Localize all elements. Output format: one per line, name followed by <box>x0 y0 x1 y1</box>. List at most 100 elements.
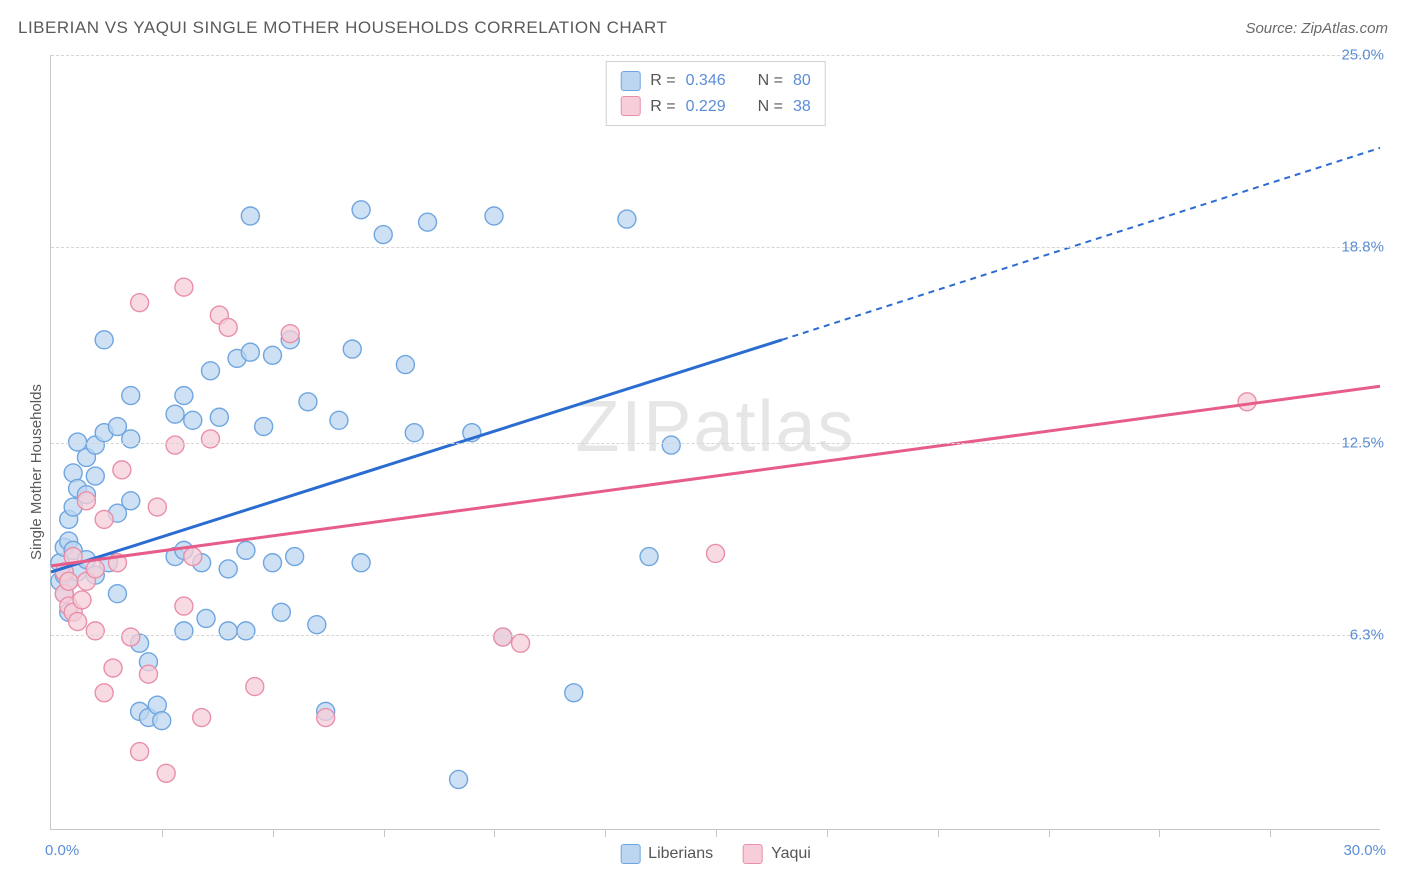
x-tick <box>1270 829 1271 837</box>
data-point <box>219 318 237 336</box>
data-point <box>662 436 680 454</box>
data-point <box>113 461 131 479</box>
data-point <box>272 603 290 621</box>
legend-item-yaqui: Yaqui <box>743 844 811 864</box>
data-point <box>237 541 255 559</box>
data-point <box>122 387 140 405</box>
trend-line <box>51 340 782 572</box>
chart-title: LIBERIAN VS YAQUI SINGLE MOTHER HOUSEHOL… <box>18 18 667 38</box>
data-point <box>286 548 304 566</box>
data-point <box>281 325 299 343</box>
data-point <box>352 554 370 572</box>
legend-series: Liberians Yaqui <box>620 844 811 864</box>
data-point <box>1238 393 1256 411</box>
data-point <box>299 393 317 411</box>
data-point <box>175 387 193 405</box>
data-point <box>374 226 392 244</box>
n-value-0: 80 <box>793 68 811 94</box>
data-point <box>95 510 113 528</box>
trend-line-dashed <box>782 148 1380 340</box>
y-tick-label: 25.0% <box>1341 47 1384 64</box>
legend-stats: R = 0.346 N = 80 R = 0.229 N = 38 <box>605 61 826 126</box>
data-point <box>343 340 361 358</box>
y-axis-label: Single Mother Households <box>28 384 45 560</box>
legend-stats-row-1: R = 0.229 N = 38 <box>620 94 811 120</box>
legend-swatch-liberians <box>620 71 640 91</box>
x-tick <box>938 829 939 837</box>
data-point <box>175 597 193 615</box>
x-tick <box>1049 829 1050 837</box>
data-point <box>419 213 437 231</box>
x-axis-min: 0.0% <box>45 842 79 859</box>
data-point <box>60 572 78 590</box>
legend-stats-row-0: R = 0.346 N = 80 <box>620 68 811 94</box>
x-tick <box>384 829 385 837</box>
data-point <box>153 712 171 730</box>
data-point <box>405 424 423 442</box>
r-label: R = <box>650 68 675 94</box>
data-point <box>512 634 530 652</box>
data-point <box>77 492 95 510</box>
data-point <box>86 560 104 578</box>
data-point <box>308 616 326 634</box>
data-point <box>264 346 282 364</box>
data-point <box>166 405 184 423</box>
data-point <box>122 628 140 646</box>
data-point <box>237 622 255 640</box>
data-point <box>157 764 175 782</box>
data-point <box>175 622 193 640</box>
r-value-0: 0.346 <box>686 68 726 94</box>
data-point <box>219 560 237 578</box>
data-point <box>86 622 104 640</box>
data-point <box>104 659 122 677</box>
gridline-h <box>51 635 1380 636</box>
y-tick-label: 6.3% <box>1350 626 1384 643</box>
data-point <box>122 430 140 448</box>
chart-area: ZIPatlas R = 0.346 N = 80 R = 0.229 N = … <box>50 55 1380 830</box>
x-tick <box>1159 829 1160 837</box>
data-point <box>108 585 126 603</box>
x-tick <box>605 829 606 837</box>
data-point <box>255 418 273 436</box>
data-point <box>166 436 184 454</box>
data-point <box>264 554 282 572</box>
data-point <box>565 684 583 702</box>
data-point <box>618 210 636 228</box>
r-value-1: 0.229 <box>686 94 726 120</box>
gridline-h <box>51 443 1380 444</box>
data-point <box>131 743 149 761</box>
n-label: N = <box>758 94 783 120</box>
x-tick <box>716 829 717 837</box>
y-tick-label: 18.8% <box>1341 239 1384 256</box>
legend-swatch-liberians <box>620 844 640 864</box>
data-point <box>95 331 113 349</box>
x-tick <box>273 829 274 837</box>
data-point <box>396 356 414 374</box>
data-point <box>246 678 264 696</box>
chart-source: Source: ZipAtlas.com <box>1245 20 1388 37</box>
chart-header: LIBERIAN VS YAQUI SINGLE MOTHER HOUSEHOL… <box>18 18 1388 38</box>
n-label: N = <box>758 68 783 94</box>
data-point <box>184 548 202 566</box>
data-point <box>193 709 211 727</box>
x-tick <box>162 829 163 837</box>
data-point <box>317 709 335 727</box>
data-point <box>330 411 348 429</box>
data-point <box>197 609 215 627</box>
x-tick <box>827 829 828 837</box>
n-value-1: 38 <box>793 94 811 120</box>
legend-label-yaqui: Yaqui <box>771 845 811 863</box>
data-point <box>86 467 104 485</box>
data-point <box>73 591 91 609</box>
y-tick-label: 12.5% <box>1341 434 1384 451</box>
data-point <box>95 684 113 702</box>
data-point <box>241 343 259 361</box>
data-point <box>148 498 166 516</box>
data-point <box>175 278 193 296</box>
legend-swatch-yaqui <box>620 96 640 116</box>
data-point <box>241 207 259 225</box>
x-axis-max: 30.0% <box>1343 842 1386 859</box>
data-point <box>450 770 468 788</box>
data-point <box>184 411 202 429</box>
data-point <box>707 544 725 562</box>
